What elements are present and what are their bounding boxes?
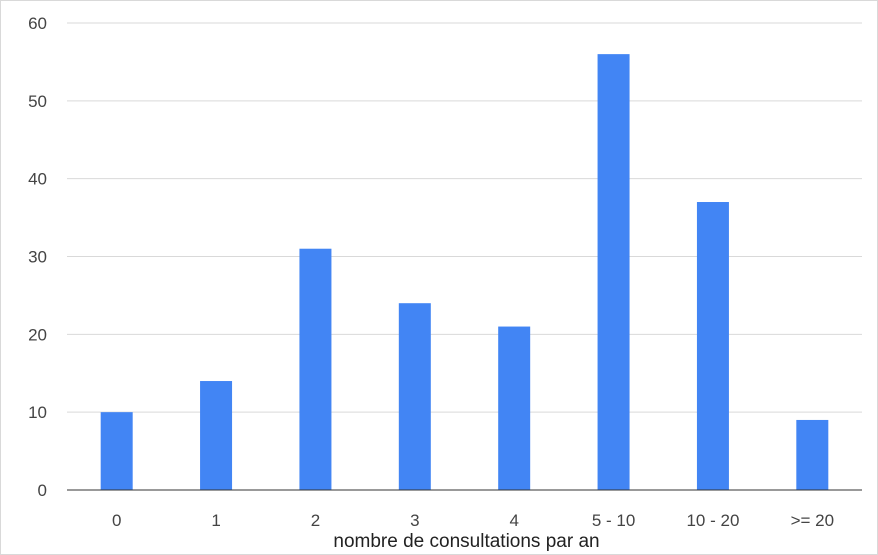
bar xyxy=(299,248,332,490)
x-tick-label: 3 xyxy=(410,511,419,530)
y-tick-label: 40 xyxy=(28,170,47,189)
y-axis-tick-labels: 0 10 20 30 40 50 60 xyxy=(28,14,47,500)
x-tick-label: 1 xyxy=(211,511,220,530)
y-tick-label: 60 xyxy=(28,14,47,33)
x-tick-label: 5 - 10 xyxy=(592,511,635,530)
x-tick-label: 4 xyxy=(509,511,518,530)
bar xyxy=(100,412,133,490)
bar xyxy=(200,381,233,490)
x-tick-label: 10 - 20 xyxy=(686,511,739,530)
gridlines xyxy=(67,22,862,413)
bars xyxy=(100,54,829,491)
y-tick-label: 10 xyxy=(28,403,47,422)
y-tick-label: 0 xyxy=(38,481,47,500)
y-tick-label: 50 xyxy=(28,92,47,111)
bar xyxy=(696,202,729,490)
bar xyxy=(597,54,630,491)
x-axis-tick-labels: 0 1 2 3 4 5 - 10 10 - 20 >= 20 xyxy=(112,511,834,530)
x-tick-label: 2 xyxy=(311,511,320,530)
bar xyxy=(498,326,531,490)
x-tick-label: >= 20 xyxy=(791,511,835,530)
y-tick-label: 20 xyxy=(28,325,47,344)
x-tick-label: 0 xyxy=(112,511,121,530)
bar xyxy=(398,303,431,490)
y-tick-label: 30 xyxy=(28,248,47,267)
x-axis-title: nombre de consultations par an xyxy=(333,531,599,552)
bar xyxy=(796,419,829,490)
